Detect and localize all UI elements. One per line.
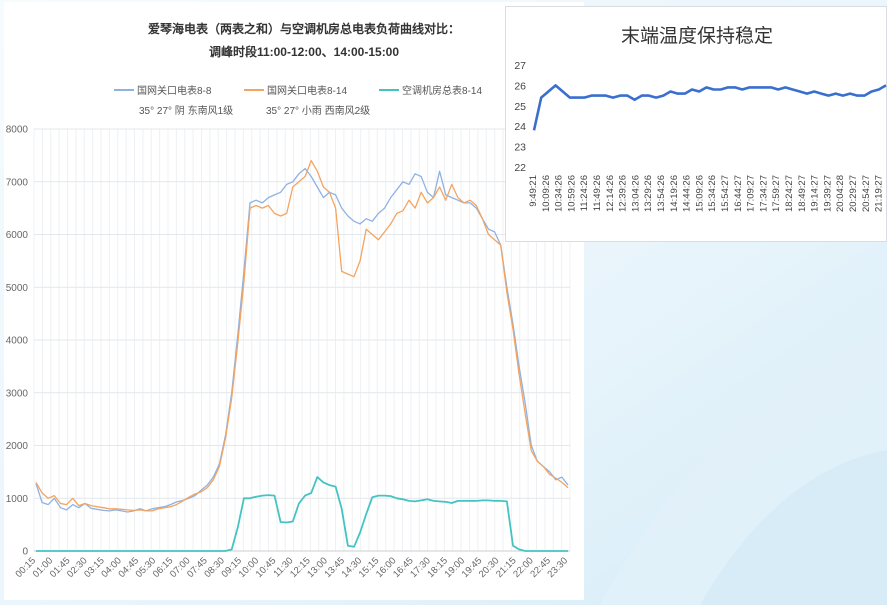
y-tick-label: 7000 bbox=[6, 177, 29, 188]
x-tick-label: 20:54:27 bbox=[861, 175, 872, 212]
x-tick-label: 20:29:27 bbox=[848, 175, 859, 212]
x-tick-label: 9:49:21 bbox=[528, 175, 539, 207]
weather-note-2: 35° 27° 小雨 西南风2级 bbox=[266, 106, 371, 117]
x-tick-label: 10:34:26 bbox=[554, 175, 565, 212]
temperature-series-line bbox=[532, 84, 887, 131]
x-tick-label: 11:24:26 bbox=[579, 175, 590, 211]
x-tick-label: 10:59:26 bbox=[566, 175, 577, 212]
legend-item-series2[interactable]: 国网关口电表8-14 bbox=[244, 82, 347, 97]
x-tick-label: 23:30 bbox=[546, 555, 571, 580]
y-tick-label: 26 bbox=[514, 80, 526, 92]
y-tick-label: 5000 bbox=[6, 283, 29, 294]
weather-note-1: 35° 27° 阴 东南风1级 bbox=[139, 106, 234, 117]
x-tick-label: 11:49:26 bbox=[592, 175, 603, 211]
y-tick-label: 4000 bbox=[6, 336, 29, 347]
x-tick-label: 12:39:26 bbox=[618, 175, 629, 212]
x-tick-label: 14:19:26 bbox=[669, 175, 680, 212]
x-tick-label: 18:49:27 bbox=[797, 175, 808, 212]
temperature-chart-panel: 末端温度保持稳定 22 23 24 25 26 27 9:49:21 10:09:26 10:3… bbox=[505, 6, 887, 242]
y-tick-label: 23 bbox=[514, 142, 526, 154]
legend-swatch-series1 bbox=[114, 89, 134, 92]
y-tick-label: 1000 bbox=[6, 494, 29, 505]
y-tick-label: 0 bbox=[22, 547, 28, 558]
x-tick-label: 13:29:26 bbox=[643, 175, 654, 212]
x-tick-label: 16:44:27 bbox=[733, 175, 744, 212]
y-tick-label: 22 bbox=[514, 162, 526, 174]
x-tick-label: 17:34:27 bbox=[758, 175, 769, 212]
y-tick-label: 6000 bbox=[6, 230, 29, 241]
x-tick-label: 19:14:27 bbox=[810, 175, 821, 212]
series-line-grid-8-14 bbox=[35, 159, 569, 512]
x-tick-label: 10:09:26 bbox=[541, 175, 552, 212]
x-tick-label: 20:04:28 bbox=[835, 175, 846, 212]
series-line-ac-room-8-14 bbox=[36, 476, 568, 552]
x-tick-label: 15:54:27 bbox=[720, 175, 731, 212]
legend-item-series1[interactable]: 国网关口电表8-8 bbox=[114, 82, 211, 97]
legend-swatch-series3 bbox=[379, 89, 399, 92]
x-tick-label: 15:09:26 bbox=[694, 175, 705, 212]
legend-swatch-series2 bbox=[244, 89, 264, 92]
x-tick-label: 19:39:27 bbox=[822, 175, 833, 212]
x-tick-label: 12:14:26 bbox=[605, 175, 616, 212]
legend-item-series3[interactable]: 空调机房总表8-14 bbox=[379, 82, 482, 97]
chart-title-line1: 爱琴海电表（两表之和）与空调机房总电表负荷曲线对比： bbox=[147, 22, 460, 36]
x-tick-label: 17:09:27 bbox=[746, 175, 757, 212]
legend-label-series2: 国网关口电表8-14 bbox=[267, 86, 348, 97]
y-tick-label: 27 bbox=[514, 60, 526, 72]
y-tick-label: 25 bbox=[514, 101, 526, 113]
legend-label-series3: 空调机房总表8-14 bbox=[402, 86, 483, 97]
y-tick-label: 2000 bbox=[6, 441, 29, 452]
x-tick-label: 18:24:27 bbox=[784, 175, 795, 212]
x-tick-label: 13:54:26 bbox=[656, 175, 667, 212]
x-tick-label: 14:44:26 bbox=[682, 175, 693, 212]
x-tick-label: 17:59:27 bbox=[771, 175, 782, 212]
grid bbox=[33, 128, 571, 552]
x-tick-label: 21:19:27 bbox=[874, 175, 885, 212]
x-tick-label: 15:34:26 bbox=[707, 175, 718, 212]
legend-label-series1: 国网关口电表8-8 bbox=[137, 86, 212, 97]
x-tick-label: 13:04:26 bbox=[630, 175, 641, 212]
y-tick-label: 8000 bbox=[6, 125, 29, 136]
temperature-line-chart: 22 23 24 25 26 27 9:49:21 10:09:26 10:34:26 10:59… bbox=[514, 60, 887, 212]
y-tick-label: 3000 bbox=[6, 388, 29, 399]
temperature-chart-title: 末端温度保持稳定 bbox=[620, 26, 773, 47]
chart-title-line2: 调峰时段11:00-12:00、14:00-15:00 bbox=[208, 45, 400, 59]
main-line-chart: 01000200030004000500060007000800000:1501… bbox=[6, 125, 571, 580]
y-tick-label: 24 bbox=[514, 121, 526, 133]
main-chart-panel: 爱琴海电表（两表之和）与空调机房总电表负荷曲线对比： 调峰时段11:00-12:… bbox=[4, 2, 584, 600]
